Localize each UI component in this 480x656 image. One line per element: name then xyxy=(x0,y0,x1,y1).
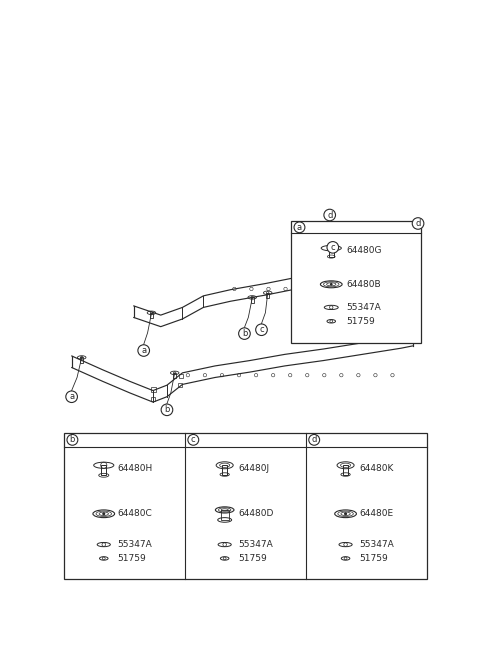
Bar xyxy=(407,264,410,269)
Circle shape xyxy=(294,222,305,233)
Text: 64480J: 64480J xyxy=(239,464,270,473)
Bar xyxy=(151,397,156,401)
Text: d: d xyxy=(327,211,332,220)
Bar xyxy=(291,221,421,343)
Bar xyxy=(179,374,183,379)
Text: 51759: 51759 xyxy=(347,317,375,326)
Text: 51759: 51759 xyxy=(239,554,267,563)
Text: c: c xyxy=(331,243,335,252)
Text: d: d xyxy=(312,436,317,444)
Text: 64480K: 64480K xyxy=(360,464,394,473)
Circle shape xyxy=(412,218,424,229)
Bar xyxy=(343,465,348,474)
Circle shape xyxy=(161,404,173,416)
Bar xyxy=(178,383,182,388)
Text: a: a xyxy=(297,223,302,232)
Text: 51759: 51759 xyxy=(118,554,146,563)
Circle shape xyxy=(67,434,78,445)
Bar xyxy=(329,248,334,256)
Circle shape xyxy=(66,391,77,403)
Text: b: b xyxy=(242,329,247,338)
Text: 51759: 51759 xyxy=(360,554,388,563)
Text: 64480B: 64480B xyxy=(347,280,382,289)
Text: 55347A: 55347A xyxy=(118,540,153,549)
Bar xyxy=(328,255,331,260)
Text: a: a xyxy=(69,392,74,401)
Circle shape xyxy=(344,512,347,516)
Circle shape xyxy=(188,434,199,445)
Bar xyxy=(222,465,227,474)
Bar xyxy=(173,373,176,379)
Bar xyxy=(152,388,156,392)
Text: 64480H: 64480H xyxy=(118,464,153,473)
Text: d: d xyxy=(415,219,421,228)
Bar xyxy=(64,433,427,579)
Bar xyxy=(150,313,153,318)
Circle shape xyxy=(309,434,320,445)
Text: b: b xyxy=(164,405,169,415)
Text: 55347A: 55347A xyxy=(239,540,274,549)
Text: 55347A: 55347A xyxy=(347,303,382,312)
Circle shape xyxy=(239,328,250,339)
Text: a: a xyxy=(141,346,146,355)
Circle shape xyxy=(330,283,333,286)
Bar xyxy=(101,465,107,475)
Text: 55347A: 55347A xyxy=(360,540,394,549)
Bar xyxy=(336,284,339,290)
Text: 64480C: 64480C xyxy=(118,509,153,518)
Circle shape xyxy=(102,512,105,516)
Text: 64480E: 64480E xyxy=(360,509,394,518)
Text: b: b xyxy=(70,436,75,444)
Circle shape xyxy=(324,209,336,221)
Text: 64480G: 64480G xyxy=(347,246,382,255)
Circle shape xyxy=(327,241,338,253)
Text: c: c xyxy=(259,325,264,335)
Text: c: c xyxy=(191,436,196,444)
Circle shape xyxy=(138,345,149,356)
Bar xyxy=(251,297,254,303)
Text: 64480D: 64480D xyxy=(239,509,274,518)
Circle shape xyxy=(256,324,267,335)
Bar xyxy=(80,358,83,363)
Bar xyxy=(221,510,228,520)
Bar xyxy=(266,293,269,298)
